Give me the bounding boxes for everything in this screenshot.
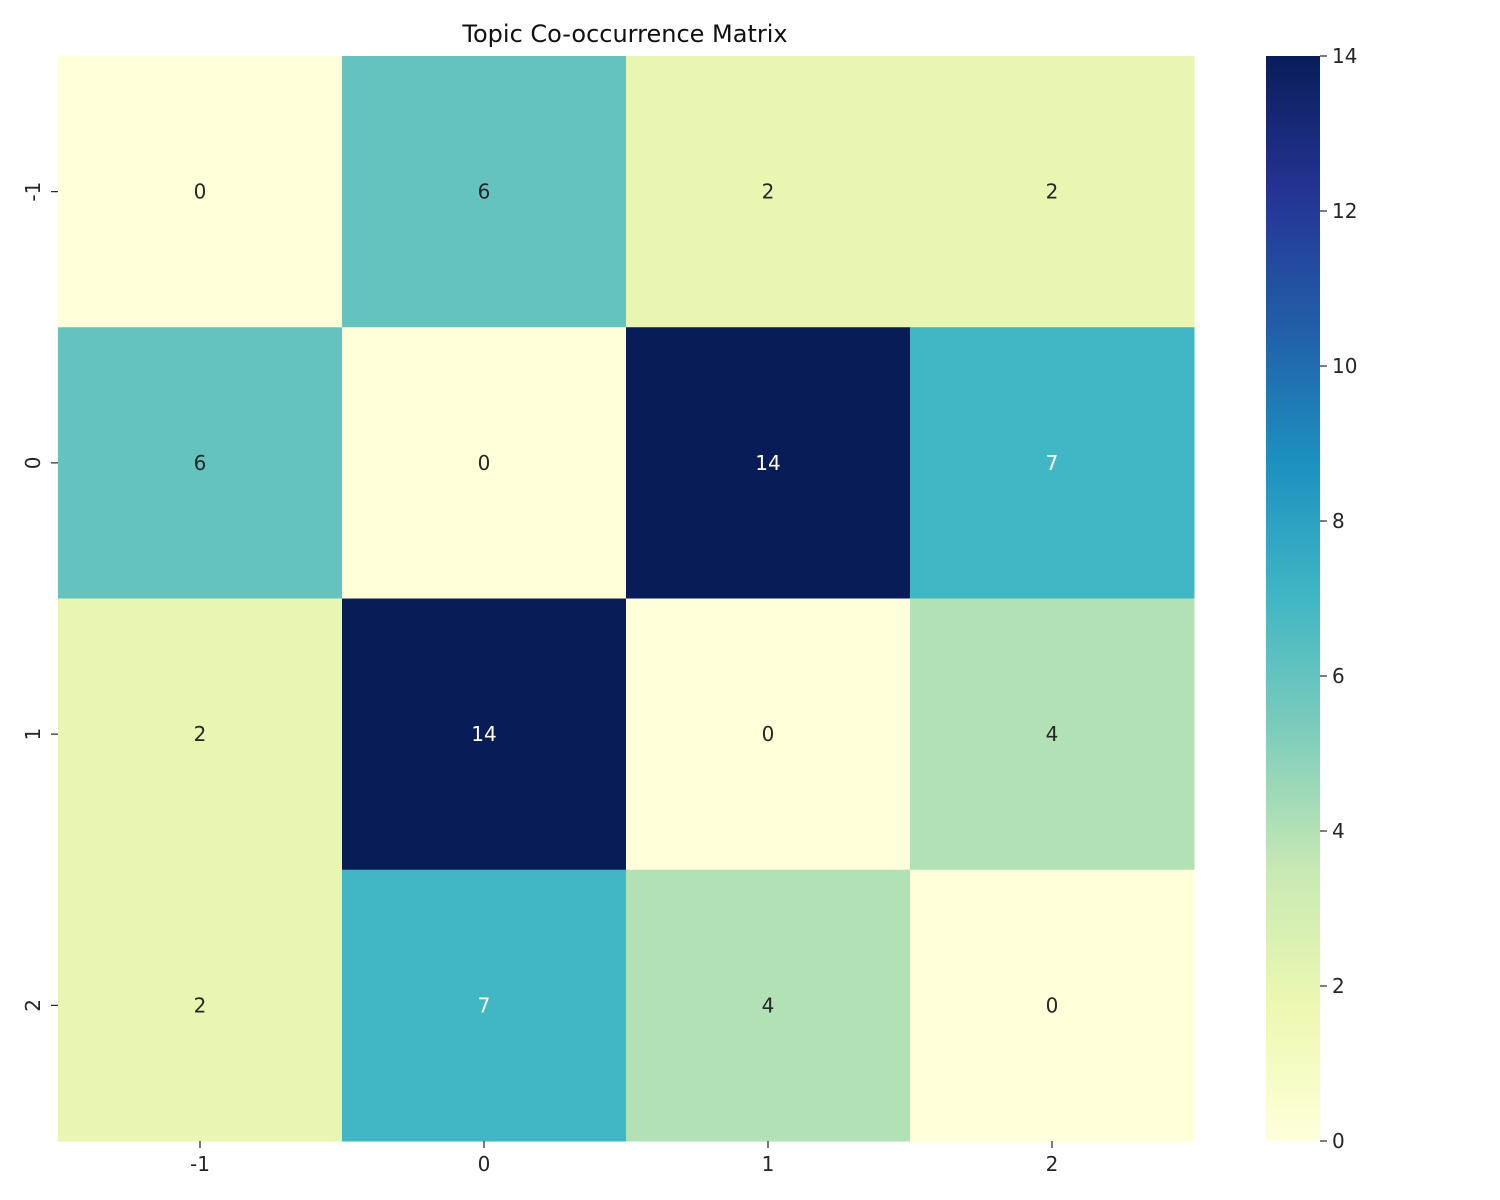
y-axis: -1 0 1 2 <box>21 182 58 1012</box>
heatmap-cell <box>342 598 627 871</box>
x-tick-label: 1 <box>762 1152 775 1176</box>
heatmap-cell-label: 2 <box>762 180 775 204</box>
y-tick-label: 0 <box>21 457 45 470</box>
heatmap-cell-label: 2 <box>194 993 207 1017</box>
heatmap-cell <box>342 869 627 1142</box>
heatmap-cell <box>58 869 343 1142</box>
heatmap-cell-label: 2 <box>194 722 207 746</box>
y-tick-label: -1 <box>21 182 45 202</box>
heatmap-cell <box>342 56 627 328</box>
chart-title: Topic Co-occurrence Matrix <box>461 20 787 48</box>
heatmap-cell-label: 7 <box>478 993 491 1017</box>
colorbar: 0 2 4 6 8 10 12 14 <box>1266 44 1357 1153</box>
heatmap-cell <box>910 598 1195 871</box>
heatmap-cell <box>58 327 343 599</box>
heatmap-cell <box>58 598 343 871</box>
heatmap-cell <box>910 327 1195 599</box>
heatmap-cell-label: 7 <box>1046 451 1059 475</box>
heatmap-cell-label: 6 <box>478 180 491 204</box>
x-tick-label: -1 <box>190 1152 210 1176</box>
colorbar-tick-label: 2 <box>1332 974 1345 998</box>
heatmap-cell-label: 0 <box>1046 993 1059 1017</box>
heatmap-cell <box>342 327 627 599</box>
colorbar-tick-label: 8 <box>1332 509 1345 533</box>
heatmap-cells <box>58 56 1195 1142</box>
colorbar-gradient <box>1266 56 1320 1141</box>
heatmap-cell-labels: 0 6 2 2 6 0 14 7 2 14 0 4 2 7 4 0 <box>194 180 1059 1018</box>
colorbar-tick-label: 4 <box>1332 819 1345 843</box>
x-axis: -1 0 1 2 <box>190 1141 1058 1176</box>
y-tick-label: 2 <box>21 999 45 1012</box>
heatmap-cell-label: 14 <box>755 451 780 475</box>
colorbar-tick-label: 12 <box>1332 199 1357 223</box>
colorbar-tick-label: 6 <box>1332 664 1345 688</box>
colorbar-tick-label: 0 <box>1332 1129 1345 1153</box>
x-tick-label: 0 <box>478 1152 491 1176</box>
heatmap-cell <box>58 56 343 328</box>
heatmap-cell-label: 4 <box>762 993 775 1017</box>
x-tick-label: 2 <box>1046 1152 1059 1176</box>
colorbar-tick-label: 10 <box>1332 354 1357 378</box>
heatmap-cell-label: 14 <box>471 722 496 746</box>
heatmap-cell-label: 0 <box>194 180 207 204</box>
y-tick-label: 1 <box>21 728 45 741</box>
heatmap-cell <box>910 56 1195 328</box>
heatmap-cell-label: 0 <box>478 451 491 475</box>
heatmap-cell <box>626 869 911 1142</box>
colorbar-tick-label: 14 <box>1332 44 1357 68</box>
heatmap-cell-label: 4 <box>1046 722 1059 746</box>
heatmap-cell <box>626 327 911 599</box>
heatmap-cell <box>626 56 911 328</box>
heatmap-cell <box>910 869 1195 1142</box>
heatmap-cell-label: 6 <box>194 451 207 475</box>
heatmap-cell <box>626 598 911 871</box>
heatmap-cell-label: 0 <box>762 722 775 746</box>
heatmap-cell-label: 2 <box>1046 180 1059 204</box>
